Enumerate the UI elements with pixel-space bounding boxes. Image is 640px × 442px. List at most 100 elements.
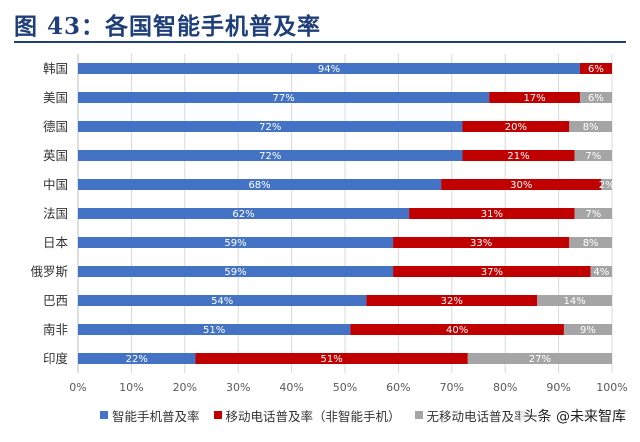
data-label: 72% xyxy=(259,151,281,162)
data-label: 17% xyxy=(523,93,545,104)
data-label: 7% xyxy=(585,151,601,162)
data-label: 9% xyxy=(580,325,596,336)
data-label: 30% xyxy=(510,180,532,191)
bar-segment xyxy=(78,92,490,103)
x-tick-label: 70% xyxy=(440,381,464,394)
legend-item: 无移动电话普及率 xyxy=(414,406,527,425)
bar-segment xyxy=(489,92,580,103)
data-label: 22% xyxy=(126,354,148,365)
bar-segment xyxy=(366,295,538,306)
data-label: 27% xyxy=(529,354,551,365)
category-label: 美国 xyxy=(43,90,68,105)
bar-segment xyxy=(78,150,463,161)
legend-item: 智能手机普及率 xyxy=(100,406,200,425)
chart-title: 图 43：各国智能手机普及率 xyxy=(14,13,322,40)
data-label: 8% xyxy=(583,122,599,133)
bar-segment xyxy=(78,295,367,306)
bar-segment xyxy=(569,121,612,132)
chart-legend: 智能手机普及率 移动电话普及率（非智能手机） 无移动电话普及率 xyxy=(100,405,541,425)
legend-label: 移动电话普及率（非智能手机） xyxy=(225,408,401,424)
bar-segment xyxy=(590,266,612,277)
legend-item: 移动电话普及率（非智能手机） xyxy=(213,406,401,425)
data-label: 54% xyxy=(211,296,233,307)
bar-segment xyxy=(393,237,570,248)
bar-segment xyxy=(563,324,612,335)
x-tick-label: 10% xyxy=(119,381,143,394)
bar-segment xyxy=(195,353,468,364)
bar-segment xyxy=(78,237,394,248)
bar-segment xyxy=(78,208,410,219)
bar-segment xyxy=(409,208,575,219)
data-label: 62% xyxy=(232,209,254,220)
title-underline xyxy=(14,41,626,43)
legend-swatch xyxy=(414,411,423,419)
data-label: 32% xyxy=(441,296,463,307)
bar-segment xyxy=(393,266,591,277)
data-label: 59% xyxy=(224,238,246,249)
data-label: 51% xyxy=(321,354,343,365)
x-tick-label: 100% xyxy=(596,381,627,394)
legend-swatch xyxy=(100,411,108,419)
legend-label: 无移动电话普及率 xyxy=(426,408,527,424)
data-label: 37% xyxy=(481,267,503,278)
bar-segment xyxy=(579,92,612,103)
category-label: 英国 xyxy=(43,148,68,163)
data-label: 8% xyxy=(583,238,599,249)
category-label: 日本 xyxy=(43,235,69,250)
bar-segment xyxy=(569,237,612,248)
bar-segment xyxy=(78,121,463,132)
data-label: 2% xyxy=(599,180,615,191)
legend-label: 智能手机普及率 xyxy=(112,408,200,424)
x-tick-label: 80% xyxy=(493,381,517,394)
data-label: 94% xyxy=(318,64,340,75)
x-tick-label: 0% xyxy=(69,381,86,394)
data-label: 6% xyxy=(588,93,604,104)
data-label: 40% xyxy=(446,325,468,336)
data-label: 21% xyxy=(507,151,529,162)
category-label: 俄罗斯 xyxy=(30,264,68,279)
category-label: 印度 xyxy=(43,351,69,366)
bar-segment xyxy=(462,150,575,161)
bar-segment xyxy=(78,324,351,335)
category-label: 中国 xyxy=(43,177,68,192)
x-tick-label: 90% xyxy=(546,381,570,394)
data-label: 7% xyxy=(585,209,601,220)
watermark: 头条 @未来智库 xyxy=(519,405,630,427)
legend-swatch xyxy=(213,411,222,419)
category-label: 韩国 xyxy=(43,61,68,76)
bar-segment xyxy=(537,295,612,306)
bar-segment xyxy=(462,121,570,132)
bar-segment xyxy=(574,150,612,161)
bar-segment xyxy=(78,179,442,190)
bar-segment xyxy=(78,266,394,277)
x-tick-label: 40% xyxy=(279,381,303,394)
data-label: 72% xyxy=(259,122,281,133)
bar-segment xyxy=(467,353,612,364)
bar-segment xyxy=(441,179,602,190)
x-tick-label: 20% xyxy=(173,381,197,394)
data-label: 20% xyxy=(505,122,527,133)
stacked-bar-chart: 韩国 94% 6% 美国 77% 17% 6% 德国 72% 20% 8% 英国 72% 21% 7% 中国 6… xyxy=(30,54,628,394)
data-label: 31% xyxy=(481,209,503,220)
category-label: 巴西 xyxy=(43,293,68,308)
category-label: 法国 xyxy=(43,206,68,221)
title-bar: 图 43：各国智能手机普及率 xyxy=(0,0,640,44)
data-label: 4% xyxy=(593,267,609,278)
bar-segment xyxy=(601,179,612,190)
bar-segment xyxy=(78,353,196,364)
x-tick-label: 60% xyxy=(386,381,410,394)
data-label: 68% xyxy=(248,180,270,191)
category-label: 德国 xyxy=(43,119,68,134)
x-tick-label: 50% xyxy=(333,381,357,394)
data-label: 77% xyxy=(272,93,294,104)
category-label: 南非 xyxy=(43,322,68,337)
data-label: 51% xyxy=(203,325,225,336)
data-label: 33% xyxy=(470,238,492,249)
data-label: 6% xyxy=(588,64,604,75)
x-tick-label: 30% xyxy=(226,381,250,394)
data-label: 59% xyxy=(224,267,246,278)
bar-segment xyxy=(78,63,580,74)
data-label: 14% xyxy=(564,296,586,307)
bar-segment xyxy=(350,324,564,335)
bar-segment xyxy=(574,208,612,219)
